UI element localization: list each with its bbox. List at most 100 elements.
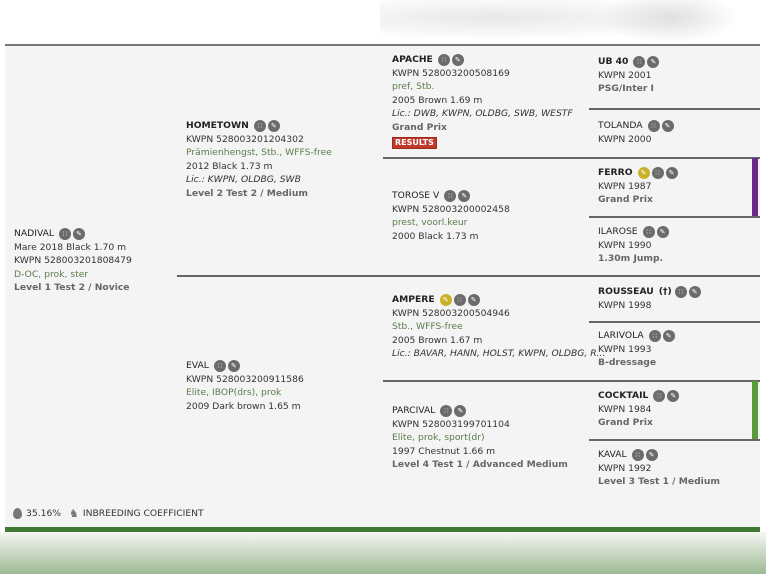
horse-info-line: KWPN 1984	[598, 403, 652, 415]
horse-name[interactable]: TOLANDA	[598, 120, 643, 131]
edit-icon[interactable]: ✎	[451, 53, 464, 66]
divider	[177, 275, 760, 277]
sport-icon[interactable]: ✎	[439, 293, 452, 306]
pedigree-icon[interactable]: ∷	[653, 389, 666, 402]
horse-info-line: KWPN 528003200002458	[392, 203, 510, 215]
horse-info-line: 1.30m Jump.	[598, 253, 664, 265]
horse-name[interactable]: PARCIVAL	[392, 405, 436, 416]
edit-icon[interactable]: ✎	[661, 119, 674, 132]
horse-info-line: 2005 Brown 1.67 m	[392, 334, 483, 346]
horse-torose-v: TOROSE V ∷ ✎ KWPN 528003200002458 prest, voo…	[392, 189, 510, 243]
pedigree-icon[interactable]: ∷	[633, 55, 646, 68]
divider	[589, 108, 760, 110]
horse-kaval: KAVAL ∷ ✎ KWPN 1992 Level 3 Test 1 / Medium	[598, 448, 720, 489]
edit-icon[interactable]: ✎	[688, 285, 701, 298]
horse-name-row: ILAROSE ∷ ✎	[598, 225, 669, 239]
edit-icon[interactable]: ✎	[267, 119, 280, 132]
sport-icon[interactable]: ✎	[637, 166, 650, 179]
horse-info-line: 1997 Chestnut 1.66 m	[392, 445, 496, 457]
horse-info-line: KWPN 2001	[598, 69, 652, 81]
horse-ampere: AMPERE ✎ ∷ ✎ KWPN 528003200504946 Stb., WFFS-…	[392, 293, 605, 361]
horse-name[interactable]: HOMETOWN	[186, 120, 249, 131]
horse-name[interactable]: UB 40	[598, 56, 629, 67]
edit-icon[interactable]: ✎	[656, 225, 669, 238]
horse-name[interactable]: AMPERE	[392, 294, 435, 305]
horse-info-line: prest, voorl.keur	[392, 217, 468, 229]
horse-name-row: TOLANDA ∷ ✎	[598, 119, 674, 133]
horse-info-line: Elite, prok, sport(dr)	[392, 432, 485, 444]
horse-name[interactable]: APACHE	[392, 54, 433, 65]
horse-info-line: Lic.: BAVAR, HANN, HOLST, KWPN, OLDBG, R…	[392, 348, 606, 360]
pedigree-icon[interactable]: ∷	[213, 359, 226, 372]
horse-info-line: KWPN 1992	[598, 462, 652, 474]
divider	[589, 321, 760, 323]
divider	[589, 216, 760, 218]
pedigree-panel	[5, 44, 760, 528]
horse-info-line: Prämienhengst, Stb., WFFS-free	[186, 147, 332, 159]
edit-icon[interactable]: ✎	[662, 329, 675, 342]
divider	[383, 380, 760, 382]
horse-info-line: Level 4 Test 1 / Advanced Medium	[392, 459, 568, 471]
horse-info-line: Grand Prix	[598, 194, 653, 206]
pedigree-icon[interactable]: ∷	[647, 119, 660, 132]
horse-info-line: Level 3 Test 1 / Medium	[598, 476, 720, 488]
pedigree-icon[interactable]: ∷	[253, 119, 266, 132]
horse-info-line: Mare 2018 Black 1.70 m	[14, 241, 127, 253]
edit-icon[interactable]: ✎	[227, 359, 240, 372]
edit-icon[interactable]: ✎	[458, 189, 471, 202]
horse-info-line: Grand Prix	[598, 417, 653, 429]
pedigree-icon[interactable]: ∷	[444, 189, 457, 202]
horse-info-line: pref, Stb.	[392, 81, 435, 93]
pedigree-icon[interactable]: ∷	[674, 285, 687, 298]
green-marker-bar	[752, 381, 758, 439]
horse-name[interactable]: COCKTAIL	[598, 390, 649, 401]
horse-info-line: Lic.: KWPN, OLDBG, SWB	[186, 174, 301, 186]
drop-icon	[13, 508, 22, 519]
horse-info-line: Lic.: DWB, KWPN, OLDBG, SWB, WESTF	[392, 108, 573, 120]
inbreeding-label[interactable]: INBREEDING COEFFICIENT	[82, 508, 204, 519]
pedigree-icon[interactable]: ∷	[648, 329, 661, 342]
horse-info-line: 2012 Black 1.73 m	[186, 160, 273, 172]
results-button[interactable]: RESULTS	[392, 136, 437, 149]
pedigree-icon[interactable]: ∷	[453, 293, 466, 306]
deceased-marker: (†)	[658, 286, 672, 297]
horse-name-row: KAVAL ∷ ✎	[598, 448, 720, 462]
pedigree-icon[interactable]: ∷	[437, 53, 450, 66]
edit-icon[interactable]: ✎	[73, 227, 86, 240]
horse-info-line: KWPN 528003201204302	[186, 133, 304, 145]
horse-info-line: KWPN 528003199701104	[392, 418, 510, 430]
pedigree-icon[interactable]: ∷	[59, 227, 72, 240]
horse-name-row: COCKTAIL ∷ ✎	[598, 389, 680, 403]
edit-icon[interactable]: ✎	[665, 166, 678, 179]
edit-icon[interactable]: ✎	[454, 404, 467, 417]
horse-name-row: AMPERE ✎ ∷ ✎	[392, 293, 605, 307]
horse-info-line: D-OC, prok, ster	[14, 268, 89, 280]
horse-name[interactable]: KAVAL	[598, 449, 627, 460]
footer-background	[0, 532, 766, 574]
horse-name[interactable]: NADIVAL	[14, 228, 55, 239]
horse-apache: APACHE ∷ ✎ KWPN 528003200508169 pref, Stb. 20…	[392, 53, 573, 149]
horse-name-row: LARIVOLA ∷ ✎	[598, 329, 675, 343]
pedigree-icon[interactable]: ∷	[440, 404, 453, 417]
pedigree-icon[interactable]: ∷	[651, 166, 664, 179]
divider	[383, 157, 760, 159]
horse-name[interactable]: ILAROSE	[598, 226, 638, 237]
horse-parcival: PARCIVAL ∷ ✎ KWPN 528003199701104 Elite, pro…	[392, 404, 568, 472]
horse-name[interactable]: EVAL	[186, 360, 209, 371]
edit-icon[interactable]: ✎	[645, 448, 658, 461]
pedigree-icon[interactable]: ∷	[631, 448, 644, 461]
pedigree-icon[interactable]: ∷	[642, 225, 655, 238]
horse-name[interactable]: FERRO	[598, 167, 633, 178]
horse-name-row: EVAL ∷ ✎	[186, 359, 304, 373]
edit-icon[interactable]: ✎	[647, 55, 660, 68]
horse-name[interactable]: LARIVOLA	[598, 330, 644, 341]
edit-icon[interactable]: ✎	[467, 293, 480, 306]
horse-info-line: 2000 Black 1.73 m	[392, 230, 479, 242]
horse-name-row: TOROSE V ∷ ✎	[392, 189, 510, 203]
edit-icon[interactable]: ✎	[667, 389, 680, 402]
divider	[589, 439, 760, 441]
horse-name[interactable]: ROUSSEAU	[598, 286, 654, 297]
horse-info-line: Grand Prix	[392, 121, 447, 133]
horse-name-row: NADIVAL ∷ ✎	[14, 227, 132, 241]
horse-name[interactable]: TOROSE V	[392, 190, 440, 201]
